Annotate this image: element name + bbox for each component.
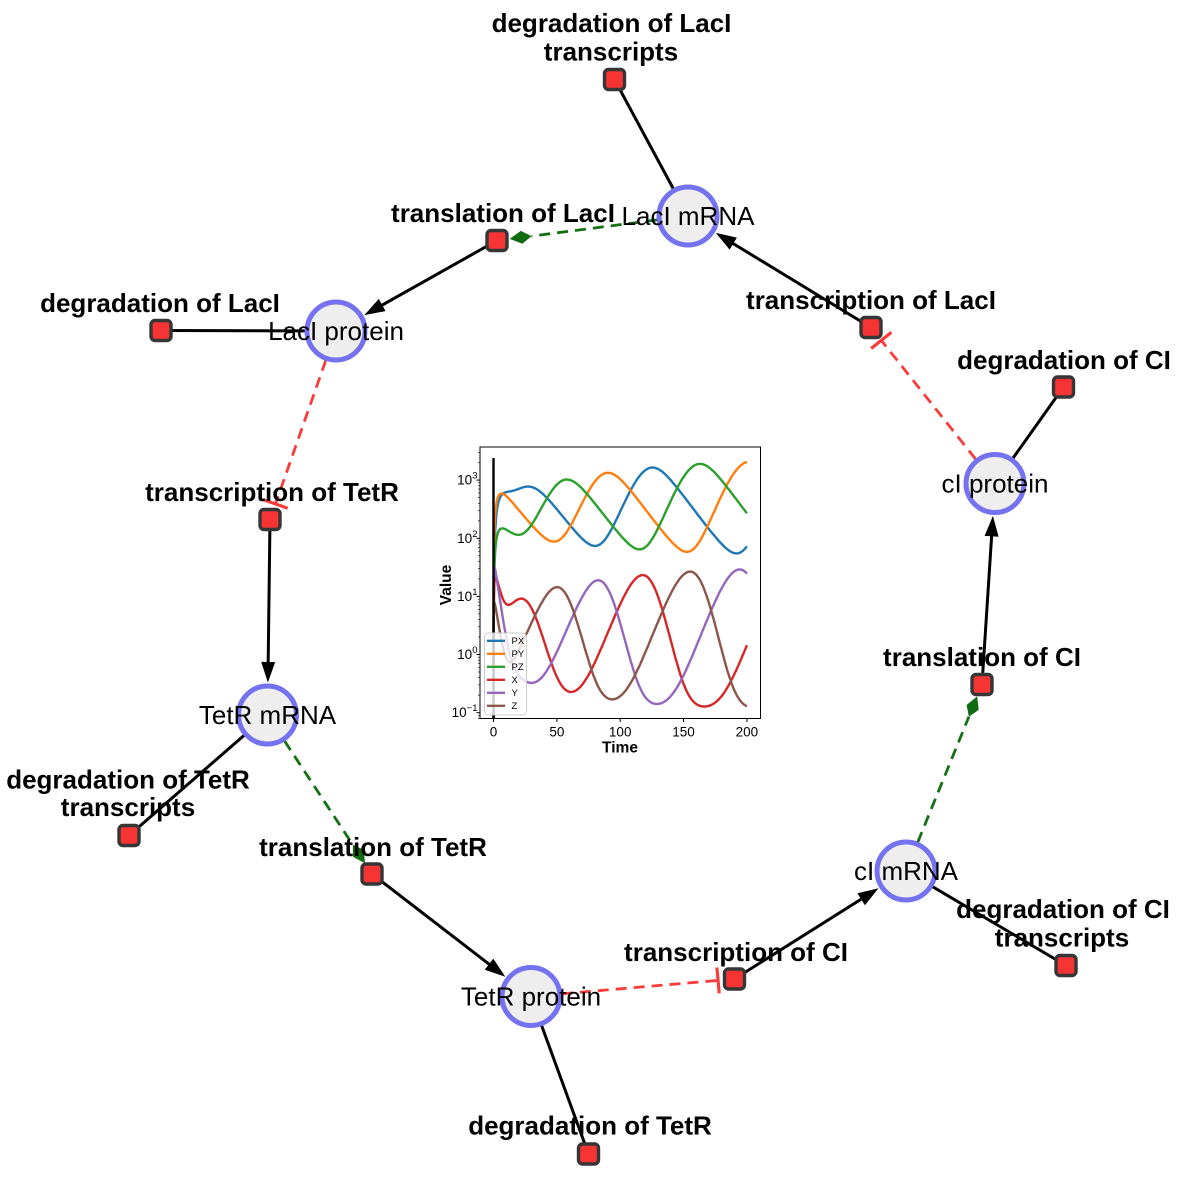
svg-text:degradation of TetR: degradation of TetR [468, 1111, 712, 1141]
svg-text:Y: Y [512, 688, 519, 699]
svg-text:transcription of CI: transcription of CI [624, 937, 848, 967]
svg-text:TetR mRNA: TetR mRNA [199, 700, 337, 730]
svg-text:transcripts: transcripts [61, 792, 195, 822]
svg-text:translation of TetR: translation of TetR [259, 832, 487, 862]
svg-text:LacI mRNA: LacI mRNA [622, 201, 756, 231]
svg-text:150: 150 [672, 725, 695, 740]
svg-text:degradation of CI: degradation of CI [956, 894, 1170, 924]
svg-text:transcription of TetR: transcription of TetR [145, 477, 399, 507]
svg-text:LacI protein: LacI protein [268, 316, 404, 346]
svg-text:101: 101 [457, 587, 477, 604]
svg-text:PX: PX [512, 636, 525, 647]
svg-text:transcription of LacI: transcription of LacI [746, 285, 996, 315]
svg-text:X: X [512, 675, 519, 686]
svg-text:PZ: PZ [512, 662, 524, 673]
svg-text:degradation of LacI: degradation of LacI [492, 8, 732, 38]
svg-text:transcripts: transcripts [995, 923, 1129, 953]
svg-text:translation of LacI: translation of LacI [391, 198, 615, 228]
svg-text:Time: Time [602, 740, 638, 757]
svg-text:Value: Value [438, 564, 455, 605]
svg-text:102: 102 [457, 529, 477, 546]
svg-text:translation of CI: translation of CI [883, 642, 1081, 672]
svg-text:PY: PY [512, 649, 525, 660]
svg-text:Z: Z [512, 701, 518, 712]
svg-text:200: 200 [736, 725, 759, 740]
svg-text:transcripts: transcripts [544, 37, 678, 67]
svg-text:TetR protein: TetR protein [461, 982, 601, 1012]
svg-text:cI mRNA: cI mRNA [854, 856, 959, 886]
svg-text:103: 103 [457, 471, 477, 488]
svg-text:degradation of TetR: degradation of TetR [6, 765, 250, 795]
svg-text:degradation of CI: degradation of CI [957, 345, 1171, 375]
svg-text:50: 50 [549, 725, 564, 740]
svg-text:100: 100 [457, 645, 477, 662]
svg-text:cI protein: cI protein [942, 469, 1049, 499]
svg-text:0: 0 [490, 725, 498, 740]
svg-text:degradation of LacI: degradation of LacI [40, 288, 280, 318]
svg-text:100: 100 [609, 725, 632, 740]
svg-text:10−1: 10−1 [452, 703, 478, 720]
